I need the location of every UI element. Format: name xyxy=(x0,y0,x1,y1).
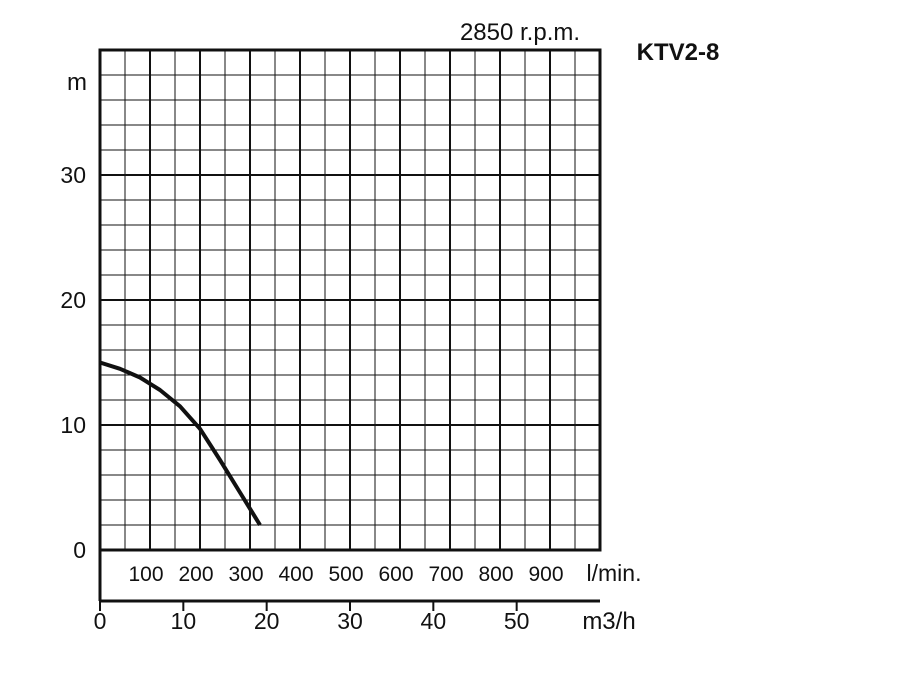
x-tick-label-flow: 500 xyxy=(328,563,363,586)
tick-layer: 0 10 20 30 100 200 300 400 500 600 700 800 900 0 10 20 3… xyxy=(60,162,563,634)
model-label: KTV2-8 xyxy=(637,39,720,66)
y-tick-label: 30 xyxy=(60,162,86,188)
flow-unit-label: l/min. xyxy=(587,560,642,586)
x-tick-label-flow: 200 xyxy=(178,563,213,586)
y-tick-label: 0 xyxy=(73,537,86,563)
x-tick-label-flow: 300 xyxy=(228,563,263,586)
x-tick-label-m3h: 20 xyxy=(254,608,280,634)
x-tick-label-m3h: 50 xyxy=(504,608,530,634)
pump-curve-line xyxy=(99,360,262,527)
x-tick-label-m3h: 30 xyxy=(337,608,363,634)
y-tick-label: 10 xyxy=(60,412,86,438)
x-tick-label-flow: 800 xyxy=(478,563,513,586)
x-tick-label-m3h: 40 xyxy=(421,608,447,634)
y-tick-label: 20 xyxy=(60,287,86,313)
x-tick-label-m3h: 0 xyxy=(94,608,107,634)
x-tick-label-flow: 100 xyxy=(128,563,163,586)
speed-label: 2850 r.p.m. xyxy=(460,19,580,46)
curve-layer xyxy=(99,360,262,527)
x-tick-label-flow: 700 xyxy=(428,563,463,586)
grid-major xyxy=(100,50,600,550)
plot-frame xyxy=(98,48,602,552)
x-tick-label-flow: 900 xyxy=(528,563,563,586)
x-tick-label-flow: 600 xyxy=(378,563,413,586)
y-axis-unit-label: m xyxy=(67,69,87,96)
x-tick-label-m3h: 10 xyxy=(171,608,197,634)
x-tick-label-flow: 400 xyxy=(278,563,313,586)
m3h-unit-label: m3/h xyxy=(582,608,635,635)
